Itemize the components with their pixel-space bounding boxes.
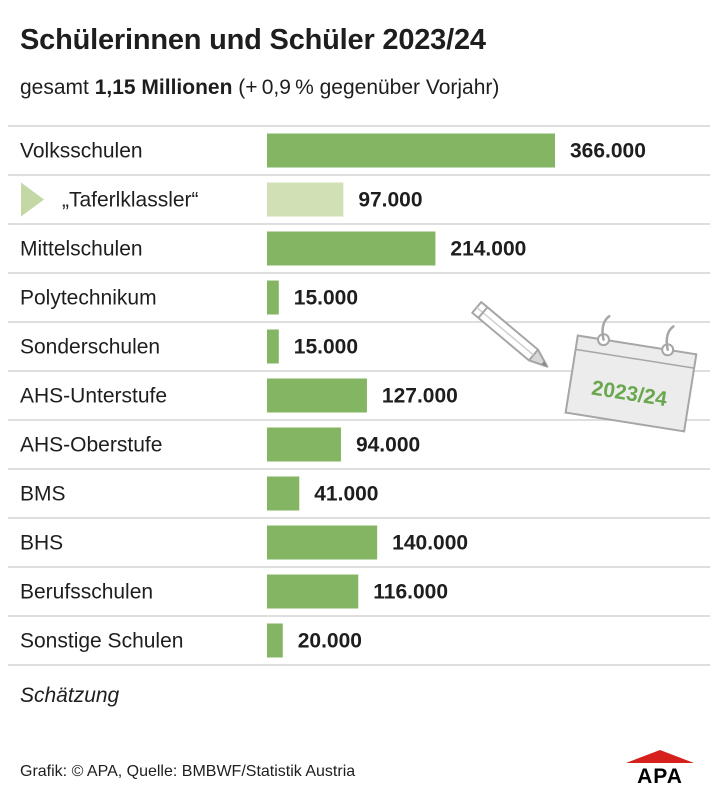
category-label: AHS-Oberstufe xyxy=(20,434,162,457)
bars xyxy=(267,133,555,658)
bar-sub xyxy=(267,182,344,217)
value-label: 20.000 xyxy=(298,630,362,653)
value-label: 97.000 xyxy=(358,189,422,212)
value-label: 366.000 xyxy=(570,140,646,163)
value-label: 41.000 xyxy=(314,483,378,506)
category-label: Berufsschulen xyxy=(20,581,153,604)
bar xyxy=(267,525,378,560)
bar xyxy=(267,280,279,315)
value-label: 116.000 xyxy=(373,581,448,604)
category-label: Sonderschulen xyxy=(20,336,160,359)
bar xyxy=(267,623,283,658)
bar-chart: Volksschulen „Taferlklassler“ Mittelschule… xyxy=(8,125,710,666)
bar xyxy=(267,378,367,413)
subtitle-prefix: gesamt xyxy=(20,76,95,99)
chart-title: Schülerinnen und Schüler 2023/24 xyxy=(20,24,486,56)
source-credit: Grafik: © APA, Quelle: BMBWF/Statistik A… xyxy=(20,763,356,780)
category-label: Polytechnikum xyxy=(20,287,157,310)
value-label: 94.000 xyxy=(356,434,420,457)
category-label: Sonstige Schulen xyxy=(20,630,183,653)
bar xyxy=(267,427,341,462)
pencil-icon xyxy=(471,301,549,368)
apa-logo-triangle xyxy=(626,750,694,763)
value-label: 15.000 xyxy=(294,336,358,359)
bar xyxy=(267,133,555,168)
estimate-note: Schätzung xyxy=(20,684,120,707)
apa-logo-text: APA xyxy=(637,765,683,784)
subcategory-marker-icon xyxy=(21,182,44,217)
category-label: „Taferlklassler“ xyxy=(62,189,199,212)
category-label: BMS xyxy=(20,483,66,506)
apa-logo: APA xyxy=(626,750,694,784)
category-label: Volksschulen xyxy=(20,140,143,163)
bar xyxy=(267,329,279,364)
subtitle-total: 1,15 Millionen xyxy=(94,76,233,99)
value-label: 15.000 xyxy=(294,287,358,310)
calendar-icon: 2023/24 xyxy=(564,314,698,433)
bar xyxy=(267,476,300,511)
category-label: BHS xyxy=(20,532,63,555)
chart-subtitle: gesamt 1,15 Millionen (+ 0,9 % gegenüber… xyxy=(20,76,499,100)
calendar-illustration: 2023/24 xyxy=(471,301,698,433)
value-label: 140.000 xyxy=(392,532,468,555)
value-label: 214.000 xyxy=(450,238,526,261)
value-labels: 366.000 97.000 214.000 15.000 15.000 127.000 9… xyxy=(294,140,646,653)
value-label: 127.000 xyxy=(382,385,458,408)
bar xyxy=(267,574,359,609)
bar xyxy=(267,231,436,266)
category-label: AHS-Unterstufe xyxy=(20,385,167,408)
subtitle-change: (+ 0,9 % gegenüber Vorjahr) xyxy=(232,76,500,99)
category-label: Mittelschulen xyxy=(20,238,143,261)
category-labels: Volksschulen „Taferlklassler“ Mittelschule… xyxy=(20,140,199,653)
